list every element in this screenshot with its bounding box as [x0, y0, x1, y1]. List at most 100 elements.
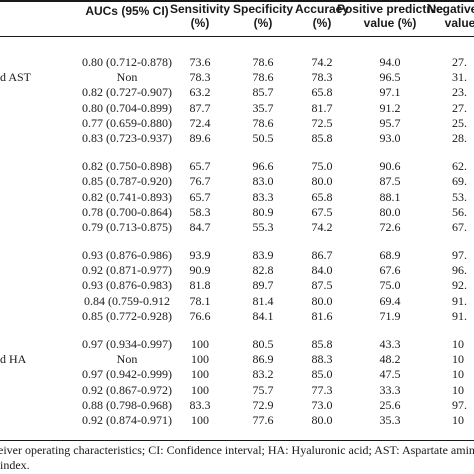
- auc-cell: 0.80 (0.712-0.878): [82, 55, 172, 69]
- auc-cell: 0.79 (0.713-0.875): [82, 219, 172, 234]
- column-header-3: Specificity (%): [193, 2, 333, 30]
- value-cell: 91.: [452, 293, 467, 308]
- value-cell: 84.1: [252, 308, 274, 323]
- value-cell: 25.6: [379, 397, 401, 412]
- value-cell: 62.: [452, 159, 467, 174]
- auc-cell: Non: [116, 70, 138, 85]
- value-cell: 87.5: [379, 174, 401, 189]
- value-cell: 10: [452, 352, 464, 367]
- value-cell: 35.3: [379, 412, 401, 427]
- column-header-1: AUCs (95% CI): [57, 4, 197, 18]
- value-cell: 27.: [452, 55, 467, 69]
- value-cell: 89.6: [189, 131, 211, 145]
- value-cell: 33.3: [379, 382, 401, 397]
- value-cell: 80.5: [252, 336, 274, 351]
- value-cell: 78.6: [252, 55, 274, 69]
- auc-cell: 0.82 (0.741-0.893): [82, 189, 172, 204]
- value-cell: 65.7: [189, 189, 211, 204]
- value-cell: 85.8: [311, 336, 333, 351]
- value-cell: 81.7: [311, 100, 333, 115]
- auc-cell: 0.85 (0.787-0.920): [82, 174, 172, 189]
- bottom-rule: [0, 440, 474, 441]
- value-cell: 35.7: [252, 100, 274, 115]
- value-cell: 91.2: [379, 100, 401, 115]
- value-cell: 97.1: [379, 85, 401, 100]
- value-cell: 97.: [452, 248, 467, 263]
- value-cell: 100: [191, 352, 209, 367]
- value-cell: 65.8: [311, 189, 333, 204]
- value-cell: 80.0: [311, 412, 333, 427]
- value-cell: 71.9: [379, 308, 401, 323]
- auc-cell: 0.82 (0.750-0.898): [82, 159, 172, 174]
- value-cell: 76.6: [189, 308, 211, 323]
- value-cell: 69.: [452, 174, 467, 189]
- value-cell: 93.0: [379, 131, 401, 145]
- value-cell: 58.3: [189, 204, 211, 219]
- value-cell: 80.0: [311, 174, 333, 189]
- column-header-6: Negative prvalue: [390, 2, 474, 30]
- column-header-5: Positive predictive value (%): [320, 2, 460, 30]
- value-cell: 75.0: [311, 159, 333, 174]
- footnote-line-2: index.: [0, 458, 30, 472]
- value-cell: 87.5: [311, 278, 333, 293]
- value-cell: 80.0: [379, 204, 401, 219]
- value-cell: 43.3: [379, 336, 401, 351]
- auc-cell: 0.97 (0.934-0.997): [82, 336, 172, 351]
- value-cell: 81.8: [189, 278, 211, 293]
- value-cell: 97.: [452, 397, 467, 412]
- value-cell: 81.6: [311, 308, 333, 323]
- value-cell: 10: [452, 412, 464, 427]
- row-label: d HA: [0, 352, 27, 367]
- auc-cell: 0.83 (0.723-0.937): [82, 131, 172, 145]
- column-header-line: Accuracy: [294, 2, 350, 16]
- value-cell: 85.8: [311, 131, 333, 145]
- column-header-line: (%): [253, 16, 273, 30]
- auc-cell: 0.77 (0.659-0.880): [82, 115, 172, 130]
- value-cell: 78.6: [252, 70, 274, 85]
- value-cell: 75.0: [379, 278, 401, 293]
- value-cell: 80.0: [311, 293, 333, 308]
- auc-cell: 0.85 (0.772-0.928): [82, 308, 172, 323]
- value-cell: 68.9: [379, 248, 401, 263]
- value-cell: 72.9: [252, 397, 274, 412]
- value-cell: 10: [452, 367, 464, 382]
- value-cell: 83.0: [252, 174, 274, 189]
- column-header-line: value (%): [363, 16, 417, 30]
- value-cell: 84.7: [189, 219, 211, 234]
- column-header-line: AUCs (95% CI): [85, 4, 169, 18]
- value-cell: 50.5: [252, 131, 274, 145]
- column-header-line: (%): [312, 16, 332, 30]
- value-cell: 85.0: [311, 367, 333, 382]
- value-cell: 94.0: [379, 55, 401, 69]
- top-rule: [0, 0, 474, 2]
- auc-cell: 0.80 (0.704-0.899): [82, 100, 172, 115]
- column-header-2: Sensitivity (%): [130, 2, 270, 30]
- value-cell: 48.2: [379, 352, 401, 367]
- column-header-line: Positive predictive: [336, 2, 444, 16]
- value-cell: 55.3: [252, 219, 274, 234]
- auc-cell: Non: [116, 352, 138, 367]
- value-cell: 84.0: [311, 263, 333, 278]
- value-cell: 82.8: [252, 263, 274, 278]
- value-cell: 69.4: [379, 293, 401, 308]
- auc-cell: 0.93 (0.876-0.983): [82, 278, 172, 293]
- value-cell: 31.: [452, 70, 467, 85]
- auc-cell: 0.82 (0.727-0.907): [82, 85, 172, 100]
- value-cell: 93.9: [189, 248, 211, 263]
- value-cell: 72.6: [379, 219, 401, 234]
- auc-cell: 0.92 (0.874-0.971): [82, 412, 172, 427]
- value-cell: 88.3: [311, 352, 333, 367]
- column-header-line: Specificity: [232, 2, 294, 16]
- value-cell: 100: [191, 336, 209, 351]
- value-cell: 83.3: [189, 397, 211, 412]
- value-cell: 100: [191, 367, 209, 382]
- value-cell: 67.5: [311, 204, 333, 219]
- auc-cell: 0.97 (0.942-0.999): [82, 367, 172, 382]
- value-cell: 80.9: [252, 204, 274, 219]
- value-cell: 81.4: [252, 293, 274, 308]
- value-cell: 23.: [452, 85, 467, 100]
- value-cell: 72.5: [311, 115, 333, 130]
- value-cell: 83.2: [252, 367, 274, 382]
- header-rule: [0, 36, 474, 37]
- value-cell: 89.7: [252, 278, 274, 293]
